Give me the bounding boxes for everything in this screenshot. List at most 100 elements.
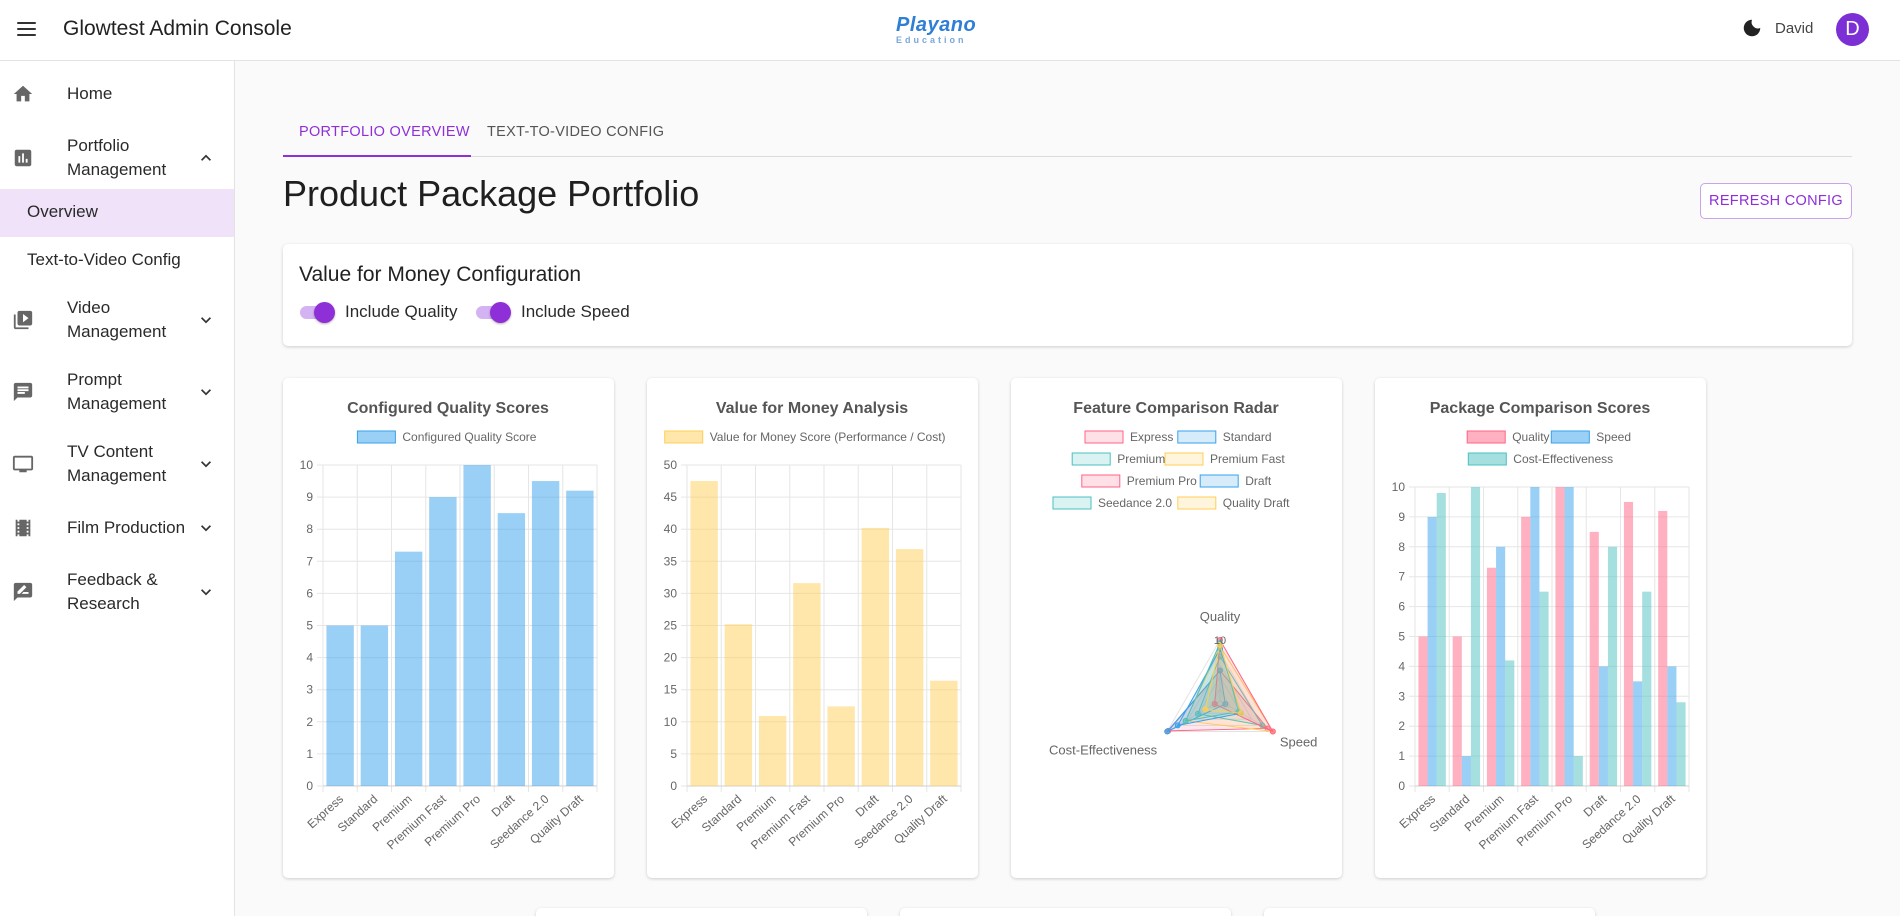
chevron-up-icon bbox=[201, 154, 211, 161]
home-icon bbox=[13, 85, 33, 102]
y-tick-label: 10 bbox=[300, 458, 314, 472]
y-tick-label: 4 bbox=[306, 651, 313, 665]
bar bbox=[1470, 487, 1481, 786]
bar bbox=[1623, 501, 1634, 786]
bar bbox=[1642, 591, 1652, 786]
bar bbox=[1667, 666, 1677, 786]
bar bbox=[1461, 756, 1471, 786]
legend-label: Draft bbox=[1245, 474, 1272, 488]
bar bbox=[724, 624, 753, 786]
y-tick-label: 10 bbox=[664, 715, 678, 729]
y-tick-label: 8 bbox=[306, 522, 313, 536]
y-tick-label: 15 bbox=[664, 683, 678, 697]
sidebar: Home Portfolio Management Overview Text-… bbox=[0, 61, 235, 916]
legend-label: Express bbox=[1130, 430, 1173, 444]
legend-label: Configured Quality Score bbox=[402, 430, 536, 444]
radar-point bbox=[1222, 701, 1229, 708]
dark-mode-icon[interactable] bbox=[1741, 17, 1763, 39]
legend-swatch bbox=[1199, 474, 1239, 488]
y-tick-label: 6 bbox=[306, 586, 313, 600]
x-tick-label: Draft bbox=[853, 791, 882, 819]
radar-axis-label: Speed bbox=[1280, 735, 1318, 750]
tv-icon bbox=[12, 455, 34, 473]
bar bbox=[1530, 487, 1540, 786]
legend-label: Cost-Effectiveness bbox=[1513, 452, 1613, 466]
sidebar-item-portfolio-management[interactable]: Portfolio Management bbox=[0, 122, 234, 194]
legend-swatch bbox=[1052, 496, 1092, 510]
chart-title: Package Comparison Scores bbox=[1430, 400, 1651, 417]
y-tick-label: 2 bbox=[306, 715, 313, 729]
y-tick-label: 45 bbox=[664, 490, 678, 504]
legend-swatch bbox=[356, 430, 396, 444]
legend-label: Value for Money Score (Performance / Cos… bbox=[710, 430, 946, 444]
include-speed-toggle[interactable] bbox=[474, 301, 512, 323]
legend-label: Quality Draft bbox=[1223, 496, 1290, 510]
y-tick-label: 7 bbox=[306, 554, 313, 568]
radar-axis-label: Quality bbox=[1200, 609, 1241, 624]
bar bbox=[1496, 546, 1506, 786]
legend-swatch bbox=[1164, 452, 1204, 466]
app-title: Glowtest Admin Console bbox=[63, 17, 292, 40]
bar bbox=[1521, 516, 1531, 786]
config-title: Value for Money Configuration bbox=[299, 263, 582, 286]
sidebar-item-overview[interactable]: Overview bbox=[0, 189, 234, 237]
sidebar-item-film-production[interactable]: Film Production bbox=[0, 505, 234, 551]
chat-icon bbox=[13, 382, 33, 402]
y-tick-label: 8 bbox=[1398, 540, 1405, 554]
logo: Playano Education bbox=[896, 14, 977, 45]
refresh-config-button[interactable]: REFRESH CONFIG bbox=[1700, 183, 1852, 219]
radar-series bbox=[1214, 638, 1275, 733]
bar bbox=[758, 716, 787, 786]
y-tick-label: 5 bbox=[670, 747, 677, 761]
radar-point bbox=[1269, 728, 1276, 735]
bar bbox=[1436, 492, 1446, 786]
y-tick-label: 0 bbox=[1398, 779, 1405, 793]
x-tick-label: Draft bbox=[489, 791, 518, 819]
video-library-icon bbox=[13, 310, 33, 330]
y-tick-label: 0 bbox=[670, 779, 677, 793]
legend-swatch bbox=[1084, 430, 1124, 444]
y-tick-label: 50 bbox=[664, 458, 678, 472]
bar bbox=[429, 497, 457, 786]
user-name: David bbox=[1775, 20, 1814, 37]
radar-point bbox=[1194, 710, 1201, 717]
chevron-down-icon bbox=[201, 525, 211, 532]
legend-swatch bbox=[1550, 430, 1590, 444]
y-tick-label: 20 bbox=[664, 651, 678, 665]
bar bbox=[1555, 487, 1565, 786]
tab-text-to-video-config[interactable]: TEXT-TO-VIDEO CONFIG bbox=[487, 124, 665, 140]
legend-swatch bbox=[1177, 496, 1217, 510]
radar-point bbox=[1174, 722, 1181, 729]
y-tick-label: 7 bbox=[1398, 570, 1405, 584]
include-quality-toggle[interactable] bbox=[298, 301, 336, 323]
sidebar-item-feedback-research[interactable]: Feedback & Research bbox=[0, 561, 234, 623]
page-title: Product Package Portfolio bbox=[283, 173, 700, 214]
chevron-down-icon bbox=[201, 589, 211, 596]
bar-chart-icon bbox=[14, 149, 32, 167]
y-tick-label: 0 bbox=[306, 779, 313, 793]
sidebar-item-prompt-management[interactable]: Prompt Management bbox=[0, 361, 234, 423]
x-tick-label: Draft bbox=[1581, 791, 1610, 819]
bar bbox=[497, 513, 526, 786]
menu-icon[interactable] bbox=[14, 16, 40, 42]
bar bbox=[531, 481, 560, 786]
sidebar-item-video-management[interactable]: Video Management bbox=[0, 289, 234, 351]
package-comparison-chart: Package Comparison Scores Quality Speed Cos… bbox=[1392, 400, 1690, 852]
legend-swatch bbox=[1177, 430, 1217, 444]
radar-series bbox=[1204, 642, 1242, 714]
chart-title: Feature Comparison Radar bbox=[1073, 400, 1278, 417]
legend-swatch bbox=[1081, 474, 1121, 488]
tab-portfolio-overview[interactable]: PORTFOLIO OVERVIEW bbox=[299, 124, 470, 140]
sidebar-item-text-to-video-config[interactable]: Text-to-Video Config bbox=[27, 250, 181, 269]
legend-label: Standard bbox=[1223, 430, 1272, 444]
y-tick-label: 5 bbox=[1398, 630, 1405, 644]
sidebar-item-home[interactable]: Home bbox=[0, 71, 234, 117]
bar bbox=[690, 481, 718, 786]
radar-point bbox=[1217, 641, 1223, 648]
radar-tick-label: 10 bbox=[1214, 635, 1226, 647]
y-tick-label: 9 bbox=[1398, 510, 1405, 524]
quality-scores-chart-card: Configured Quality Scores Configured Qual… bbox=[283, 378, 614, 878]
value-for-money-config-card: Value for Money Configuration Include Qu… bbox=[283, 244, 1852, 346]
sidebar-item-tv-content-management[interactable]: TV Content Management bbox=[0, 433, 234, 495]
avatar[interactable]: D bbox=[1836, 13, 1869, 46]
